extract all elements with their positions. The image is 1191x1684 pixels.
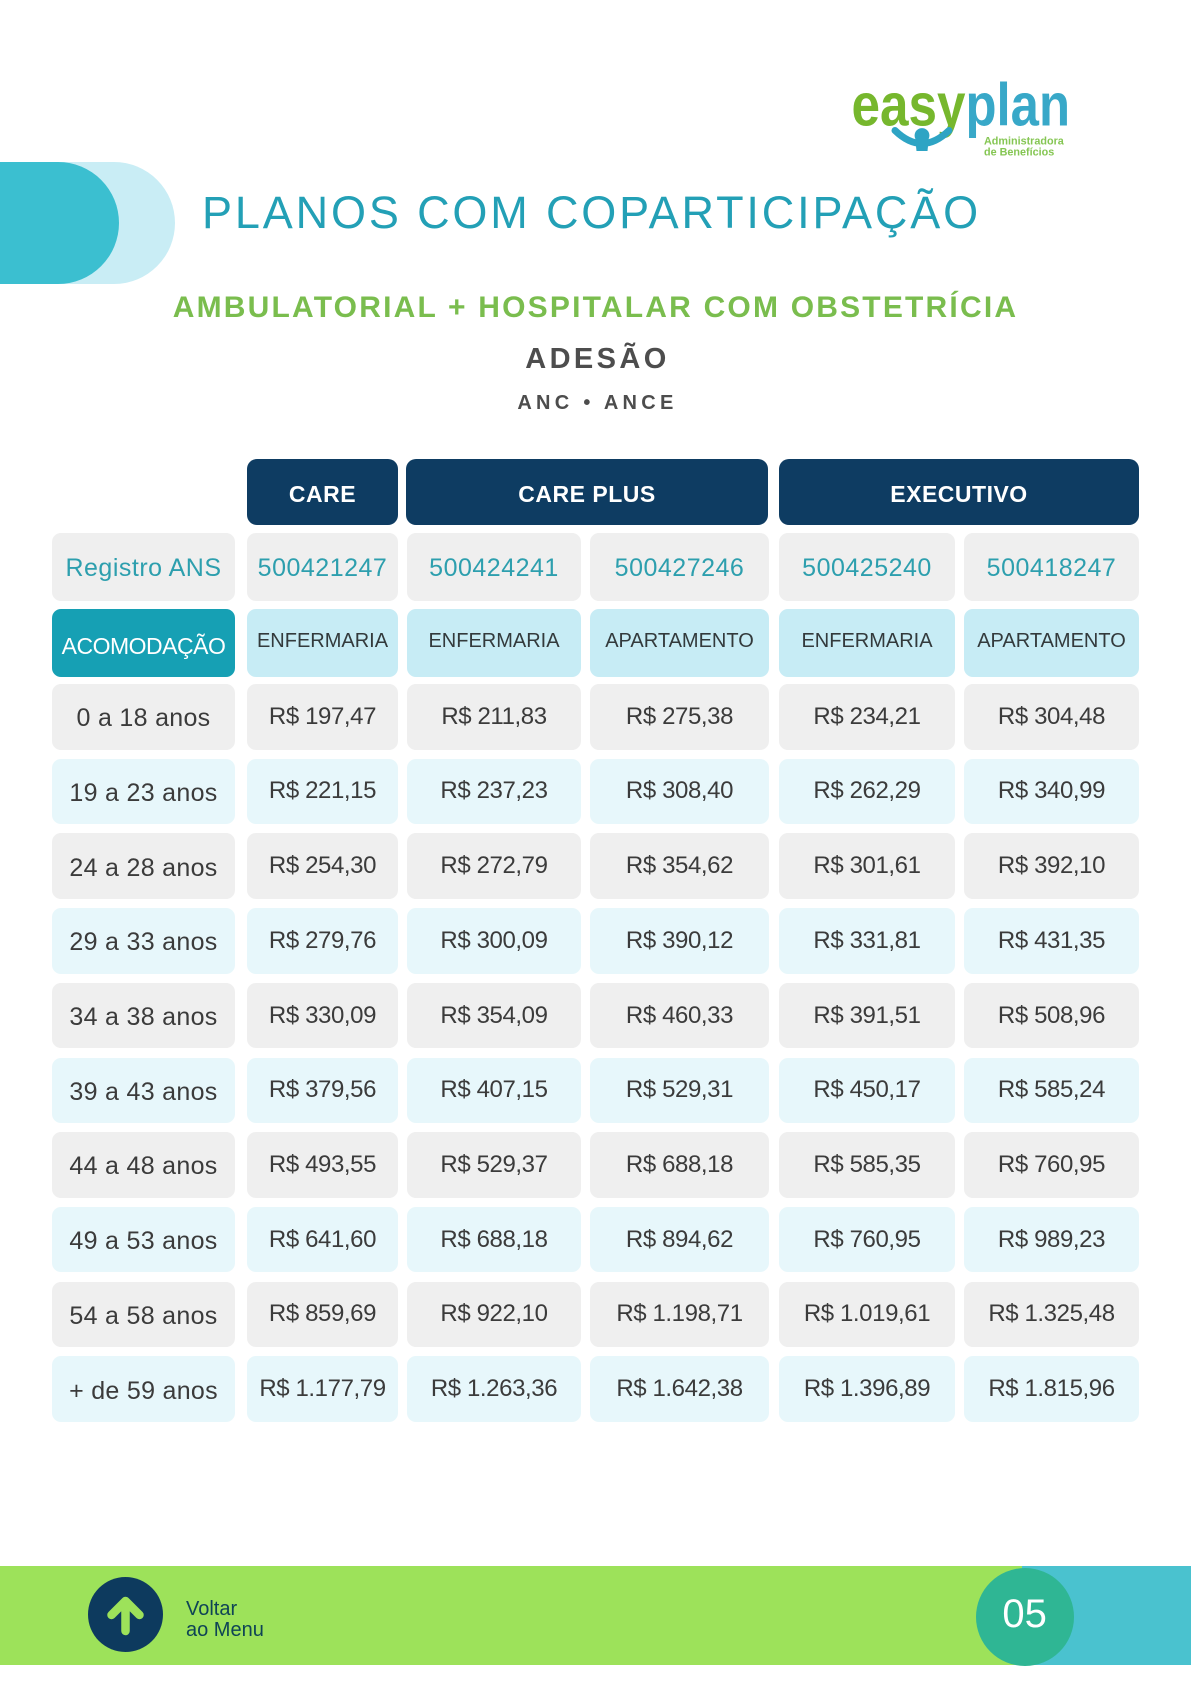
- svg-text:plan: plan: [966, 75, 1071, 139]
- svg-text:Administradora: Administradora: [984, 136, 1065, 148]
- svg-text:de Benefícios: de Benefícios: [984, 146, 1054, 158]
